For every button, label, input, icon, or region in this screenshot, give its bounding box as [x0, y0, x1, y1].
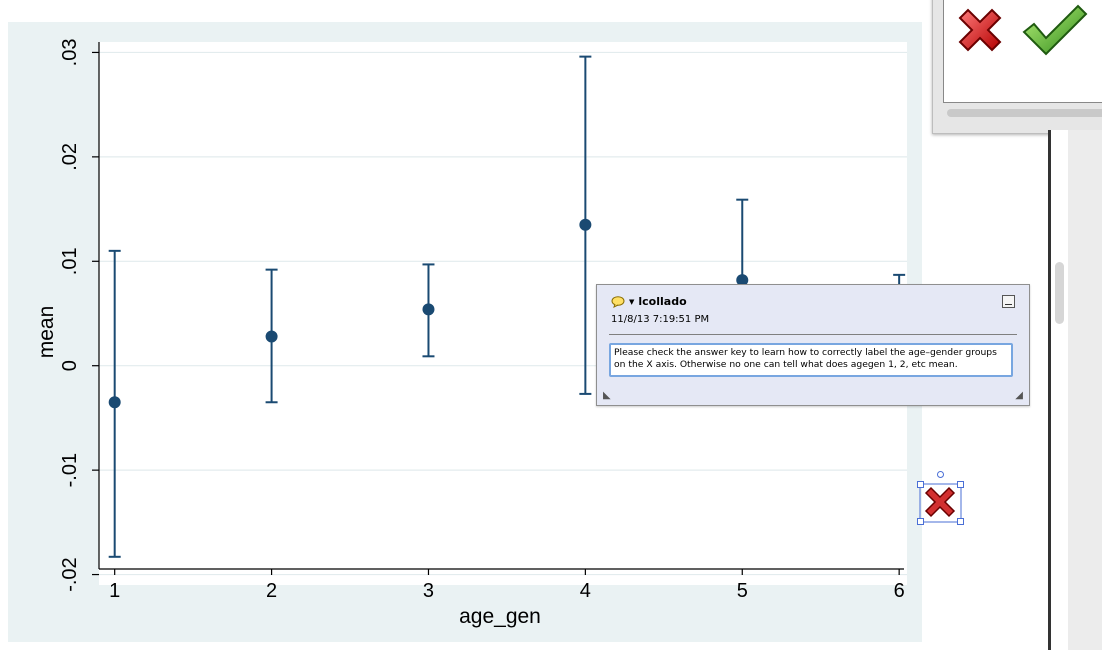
mean-point: [736, 274, 749, 287]
accept-stamp-button[interactable]: [1020, 2, 1088, 62]
comment-header: ▼ lcollado: [611, 295, 687, 308]
reject-stamp-button[interactable]: [950, 2, 1010, 62]
resize-handle[interactable]: [917, 518, 924, 525]
resize-grip-right-icon[interactable]: ◢: [1015, 390, 1023, 401]
comment-divider: [609, 334, 1017, 335]
mean-point: [108, 396, 121, 409]
window-scroll-track[interactable]: [1068, 130, 1102, 650]
x-tick-label: 2: [266, 580, 277, 602]
y-tick-label: .01: [59, 247, 81, 275]
x-tick-label: 5: [737, 580, 748, 602]
comment-text-field[interactable]: Please check the answer key to learn how…: [609, 343, 1013, 377]
resize-grip-left-icon[interactable]: ◣: [603, 390, 611, 401]
resize-handle[interactable]: [957, 481, 964, 488]
x-tick-label: 6: [894, 580, 905, 602]
x-tick-label: 3: [423, 580, 434, 602]
toolbar-scrollbar[interactable]: [947, 109, 1102, 117]
y-axis-ticks: .03 .02 .01 0 -.01 -.02: [59, 39, 99, 592]
red-x-icon: [919, 483, 962, 523]
y-tick-label: .02: [59, 143, 81, 171]
page-edge: [1048, 130, 1071, 650]
resize-handle[interactable]: [917, 481, 924, 488]
comment-options-chevron-icon[interactable]: ▼: [629, 297, 635, 306]
resize-handle[interactable]: [957, 518, 964, 525]
x-tick-label: 1: [109, 580, 120, 602]
x-axis-ticks: 1 2 3 4 5 6: [109, 569, 905, 602]
y-tick-label: .03: [59, 39, 81, 67]
placed-reject-stamp[interactable]: [917, 471, 964, 525]
y-axis-title: mean: [35, 306, 58, 359]
x-tick-label: 4: [580, 580, 591, 602]
minimize-button[interactable]: [1002, 295, 1015, 308]
mean-point: [579, 218, 592, 231]
y-tick-label: -.01: [59, 453, 81, 487]
x-axis-title: age_gen: [459, 605, 541, 628]
scroll-thumb[interactable]: [1055, 262, 1064, 324]
mean-point: [265, 330, 278, 343]
comment-timestamp: 11/8/13 7:19:51 PM: [611, 314, 710, 325]
stamp-toolbar: [932, 0, 1102, 134]
mean-point: [422, 303, 435, 316]
comment-author: lcollado: [638, 295, 687, 308]
red-x-icon: [958, 8, 1002, 52]
y-tick-label: 0: [59, 360, 81, 371]
y-tick-label: -.02: [59, 557, 81, 591]
speech-bubble-icon: [611, 295, 625, 308]
green-check-icon: [1022, 4, 1088, 56]
comment-popup[interactable]: ▼ lcollado 11/8/13 7:19:51 PM Please che…: [596, 284, 1030, 406]
stamp-palette: [943, 0, 1102, 103]
rotate-handle[interactable]: [937, 471, 944, 478]
